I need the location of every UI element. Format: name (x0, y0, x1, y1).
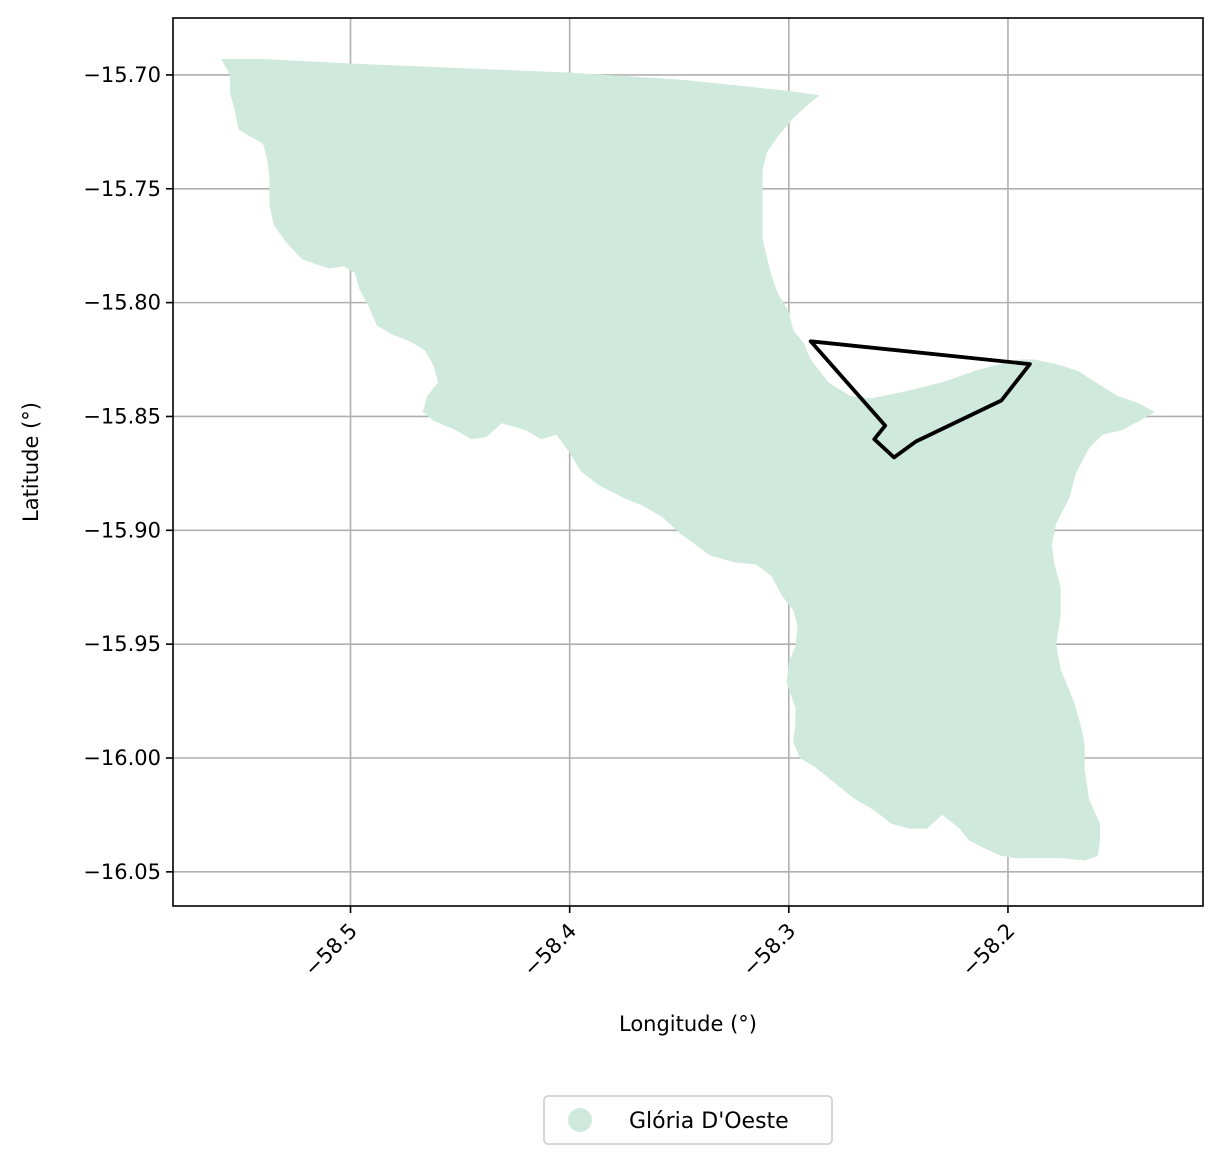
y-axis-label: Latitude (°) (19, 402, 43, 522)
y-tick-label: −15.75 (83, 177, 161, 201)
y-tick-label: −15.90 (83, 518, 161, 542)
legend-frame (543, 1095, 833, 1145)
y-tick-label: −15.95 (83, 632, 161, 656)
municipality-polygon (221, 59, 1155, 861)
y-tick-label: −15.85 (83, 404, 161, 428)
legend: Glória D'Oeste (543, 1095, 833, 1145)
legend-marker (568, 1108, 592, 1132)
plot-area: −58.5 −58.4 −58.3 −58.2−15.70−15.75−15.80−1… (83, 17, 1204, 981)
axes-frame (172, 17, 1204, 907)
legend-label: Glória D'Oeste (629, 1109, 789, 1134)
y-tick-label: −15.70 (83, 63, 161, 87)
outline-polygon (808, 339, 1032, 460)
y-tick-label: −16.00 (83, 746, 161, 770)
y-tick-label: −16.05 (83, 860, 161, 884)
x-axis-label: Longitude (°) (619, 1012, 757, 1036)
y-tick-label: −15.80 (83, 291, 161, 315)
